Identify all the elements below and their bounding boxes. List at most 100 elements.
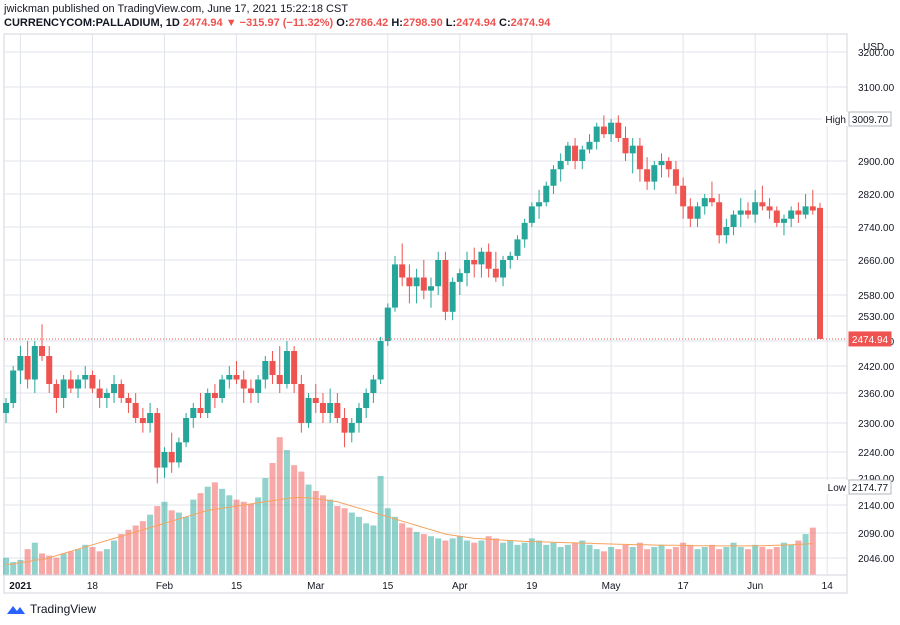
candle-body [139, 418, 146, 423]
candle-body [39, 346, 46, 356]
volume-bar [334, 506, 341, 575]
volume-bar [435, 538, 442, 575]
volume-bar [665, 549, 672, 575]
open-value: 2786.42 [348, 17, 389, 29]
candle-body [701, 198, 708, 207]
volume-moving-average [6, 497, 813, 565]
price-change: −315.97 (−11.32%) [239, 17, 334, 29]
candle-body [233, 375, 240, 380]
volume-bar [298, 471, 305, 575]
volume-bar [478, 540, 485, 575]
candle-body [204, 393, 211, 413]
candle-body [651, 165, 658, 182]
footer-brand[interactable]: TradingView [6, 602, 96, 616]
marker-value-bg [848, 331, 892, 347]
candle-body [730, 214, 737, 227]
candle-body [355, 408, 362, 423]
price-tick-label: 2820.00 [858, 190, 895, 201]
candle-body [363, 393, 370, 408]
candle-body [276, 375, 283, 384]
volume-bar [391, 516, 398, 575]
volume-bar [464, 540, 471, 575]
volume-bar [132, 525, 139, 575]
volume-bar [680, 542, 687, 575]
candle-body [723, 227, 730, 236]
price-tick-label: 3200.00 [858, 48, 895, 59]
volume-bar [579, 540, 586, 575]
candle-body [327, 403, 334, 413]
marker-value: 2474.94 [852, 335, 889, 346]
candle-body [536, 202, 543, 207]
price-tick-label: 2090.00 [858, 529, 895, 540]
volume-bar [211, 482, 218, 575]
candle-body [319, 403, 326, 413]
candle-body [262, 361, 269, 380]
high-label: H: [391, 17, 403, 29]
volume-bar [341, 508, 348, 575]
candle-body [687, 206, 694, 219]
volume-bar [204, 486, 211, 575]
candle-body [291, 351, 298, 384]
candle-body [737, 210, 744, 215]
price-tick-label: 2240.00 [858, 448, 895, 459]
candle-body [744, 210, 751, 215]
volume-bar [730, 542, 737, 575]
volume-bar [449, 538, 456, 575]
candle-body [817, 207, 823, 339]
close-label: C: [499, 17, 511, 29]
volume-bar [716, 549, 723, 575]
candle-body [312, 398, 319, 403]
volume-bar [802, 534, 809, 575]
low-value: 2474.94 [456, 17, 496, 29]
volume-bar [521, 542, 528, 575]
candle-body [572, 145, 579, 161]
volume-bar [118, 534, 125, 575]
volume-bar [492, 538, 499, 575]
volume-bar [536, 540, 543, 575]
volume-bar [795, 540, 802, 575]
candle-body [219, 379, 226, 398]
volume-bar [629, 547, 636, 575]
volume-bar [82, 544, 89, 575]
volume-bar [528, 538, 535, 575]
volume-bar [622, 544, 629, 575]
ohlc-line: CURRENCYCOM:PALLADIUM, 1D 2474.94 ▼ −315… [4, 16, 550, 30]
candle-body [802, 206, 809, 215]
volume-bar [428, 536, 435, 575]
candle-body [615, 122, 622, 139]
volume-bar [233, 499, 240, 575]
volume-bar [139, 521, 146, 575]
candle-body [31, 346, 38, 380]
candle-body [507, 255, 514, 260]
candle-body [240, 379, 247, 389]
volume-bar [17, 559, 24, 575]
candle-body [370, 379, 377, 393]
volume-bar [3, 557, 9, 575]
volume-bar [406, 527, 413, 575]
marker-value-bg [848, 479, 892, 495]
volume-bar [651, 547, 658, 575]
volume-bar [283, 450, 290, 575]
volume-bar [615, 549, 622, 575]
time-axis: 2021 18 Feb 15 Mar 15 Apr 19 May 17 Jun 14 [4, 574, 847, 592]
candle-body [168, 452, 175, 463]
volume-bar [543, 544, 550, 575]
candle-body [420, 277, 427, 291]
volume-bar [89, 547, 96, 575]
volume-bar [636, 542, 643, 575]
volume-bar [759, 547, 766, 575]
volume-bar [247, 503, 254, 575]
volume-bar [399, 523, 406, 575]
volume-bar [39, 553, 46, 575]
candle-body [384, 307, 391, 341]
volume-bar [355, 516, 362, 575]
candle-body [759, 202, 766, 207]
volume-bar [694, 549, 701, 575]
volume-bar [644, 549, 651, 575]
volume-bar [75, 549, 82, 575]
candle-body [247, 388, 254, 393]
candle-body [672, 169, 679, 186]
candle-body [773, 210, 780, 223]
candle-body [334, 403, 341, 418]
